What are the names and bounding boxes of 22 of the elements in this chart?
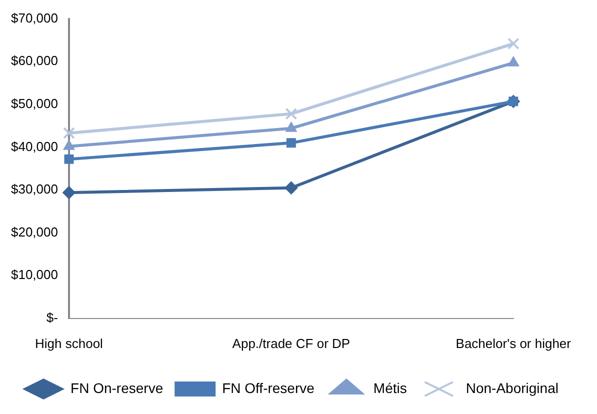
- legend-label: FN Off-reserve: [222, 380, 315, 396]
- y-tick-label: $50,000: [10, 96, 58, 111]
- y-tick-label: $20,000: [10, 224, 58, 240]
- point: [284, 181, 298, 194]
- y-tick-label: $10,000: [10, 267, 58, 282]
- point: [507, 38, 520, 50]
- point: [286, 138, 296, 148]
- point: [64, 154, 74, 164]
- legend-label: FN On-reserve: [70, 380, 164, 396]
- x-tick-label: Bachelor's or higher: [456, 336, 572, 351]
- y-tick-label: $60,000: [10, 53, 58, 68]
- x-tick-label: High school: [35, 336, 104, 351]
- point: [63, 127, 75, 140]
- y-tick-label: $70,000: [10, 10, 58, 26]
- point: [285, 108, 298, 120]
- y-tick-label: $30,000: [10, 182, 58, 197]
- x-tick-label: App./trade CF or DP: [232, 336, 350, 351]
- legend-label: Non-Aboriginal: [466, 380, 558, 396]
- y-tick-label: $40,000: [10, 138, 58, 154]
- point: [62, 186, 76, 200]
- legend-label: Métis: [373, 380, 407, 396]
- y-tick-label: $-: [46, 310, 58, 325]
